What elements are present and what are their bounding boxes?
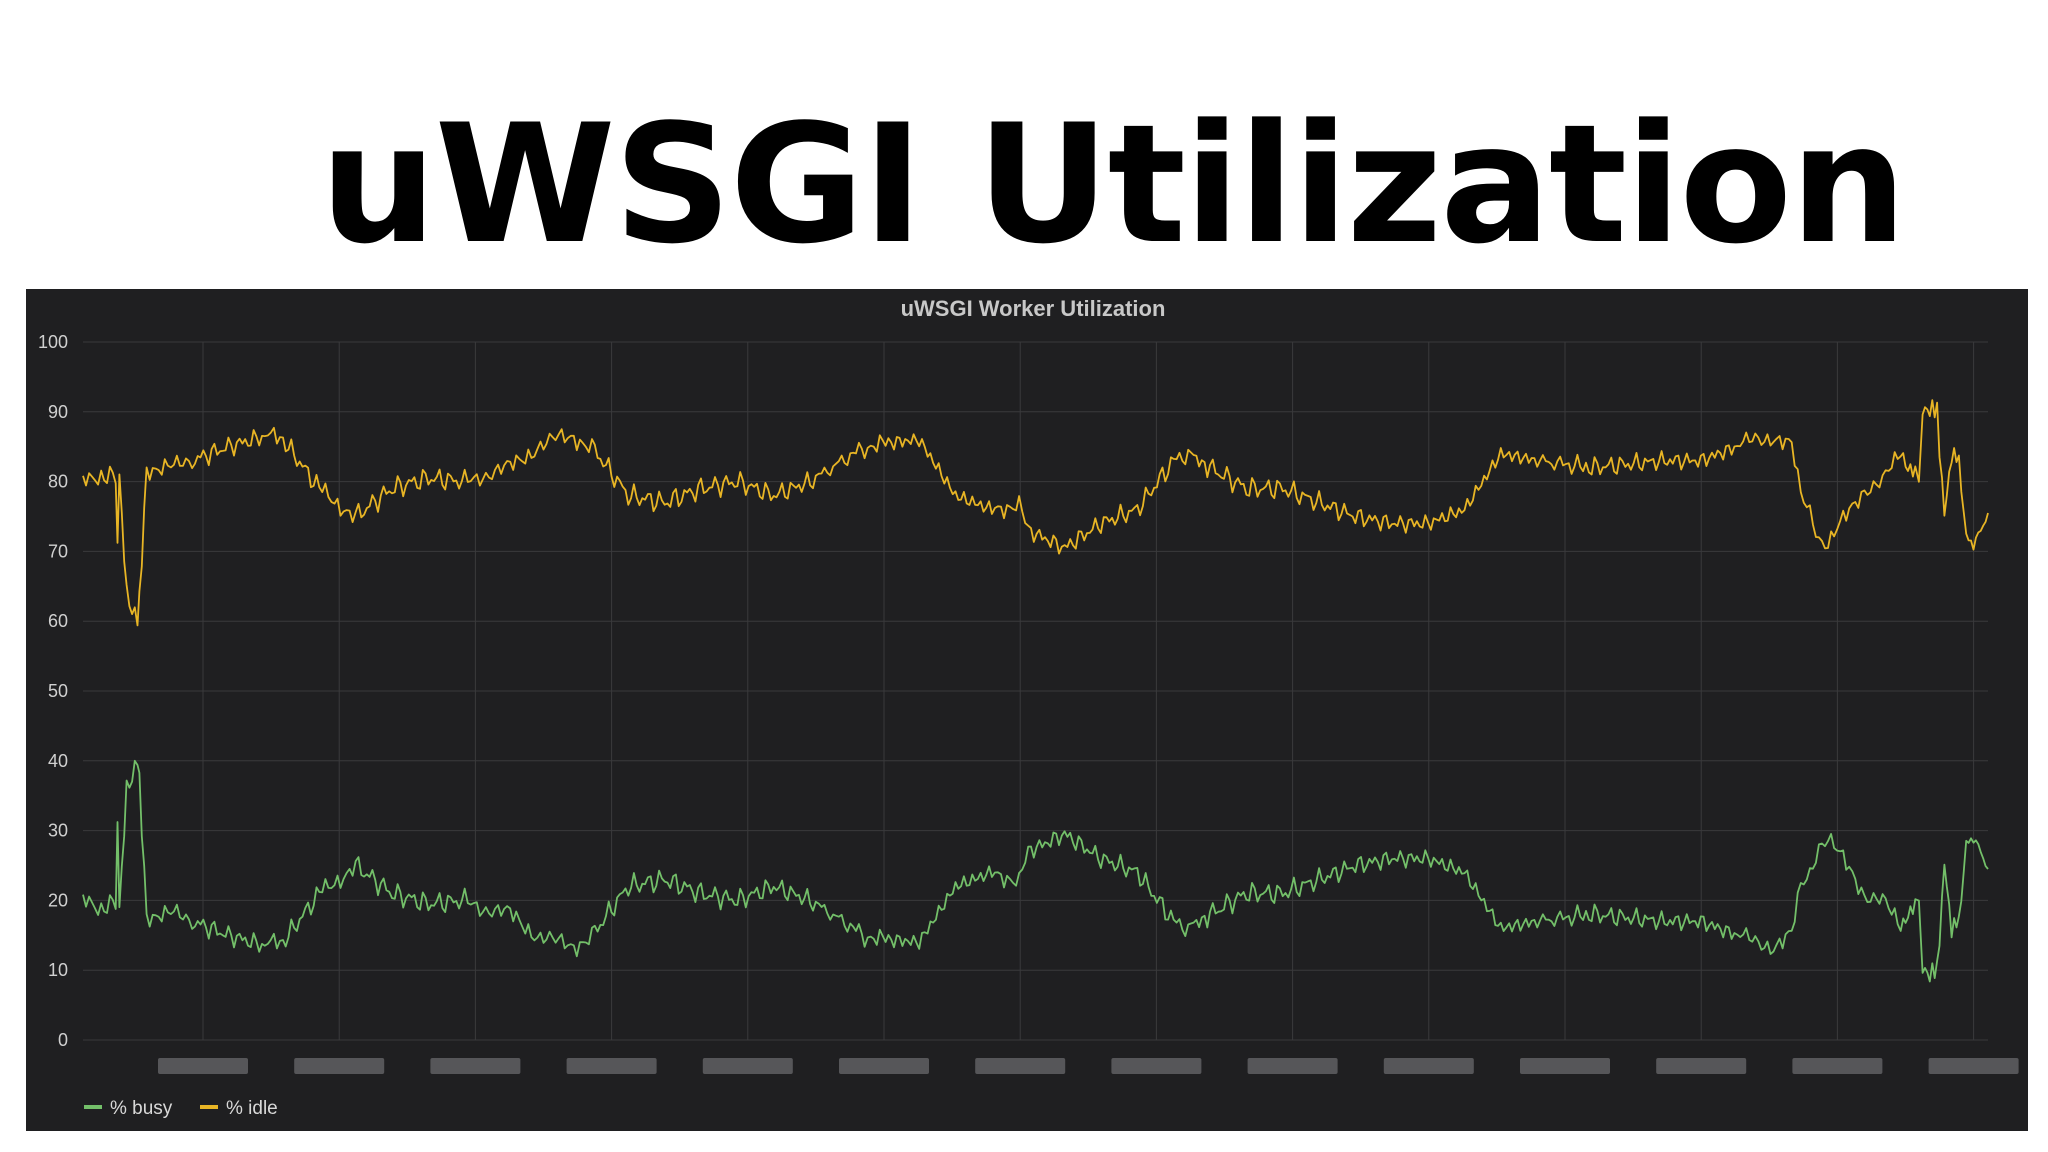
x-axis-ticks bbox=[158, 1058, 2019, 1074]
legend-swatch bbox=[200, 1105, 218, 1109]
x-tick-label-redacted bbox=[1383, 1058, 1474, 1074]
x-tick-label-redacted bbox=[1111, 1058, 1202, 1074]
x-tick-label-redacted bbox=[1656, 1058, 1747, 1074]
y-tick-label: 0 bbox=[58, 1030, 68, 1050]
x-tick-label-redacted bbox=[975, 1058, 1066, 1074]
x-tick-label-redacted bbox=[1247, 1058, 1338, 1074]
chart-series bbox=[82, 399, 1989, 983]
x-tick-label-redacted bbox=[158, 1058, 248, 1074]
y-tick-label: 40 bbox=[48, 751, 68, 771]
series-line-busy bbox=[82, 759, 1989, 983]
y-tick-label: 20 bbox=[48, 890, 68, 910]
chart-panel: uWSGI Worker Utilization 0 10 20 30 40 50 60 70… bbox=[26, 289, 2028, 1131]
x-tick-label-redacted bbox=[839, 1058, 929, 1074]
x-tick-label-redacted bbox=[294, 1058, 385, 1074]
x-tick-label-redacted bbox=[1520, 1058, 1610, 1074]
y-tick-label: 30 bbox=[48, 821, 68, 841]
y-tick-label: 70 bbox=[48, 541, 68, 561]
legend-swatch bbox=[84, 1105, 102, 1109]
y-tick-label: 10 bbox=[48, 960, 68, 980]
x-tick-label-redacted bbox=[430, 1058, 521, 1074]
y-tick-label: 60 bbox=[48, 611, 68, 631]
chart-grid bbox=[83, 341, 1988, 1041]
y-axis-ticks: 0 10 20 30 40 50 60 70 80 90 100 bbox=[38, 332, 68, 1050]
x-tick-label-redacted bbox=[702, 1058, 793, 1074]
y-tick-label: 50 bbox=[48, 681, 68, 701]
legend-label[interactable]: % idle bbox=[226, 1098, 278, 1119]
x-tick-label-redacted bbox=[566, 1058, 657, 1074]
legend-label[interactable]: % busy bbox=[110, 1098, 173, 1119]
x-tick-label-redacted bbox=[1792, 1058, 1883, 1074]
utilization-chart: uWSGI Worker Utilization 0 10 20 30 40 50 60 70… bbox=[38, 296, 2019, 1119]
y-tick-label: 100 bbox=[38, 332, 68, 352]
chart-title: uWSGI Worker Utilization bbox=[901, 296, 1166, 321]
y-tick-label: 80 bbox=[48, 472, 68, 492]
chart-legend: % busy % idle bbox=[84, 1098, 278, 1119]
x-tick-label-redacted bbox=[1928, 1058, 2019, 1074]
series-line-idle bbox=[82, 399, 1989, 627]
y-tick-label: 90 bbox=[48, 402, 68, 422]
slide-title: uWSGI Utilization bbox=[320, 89, 1907, 280]
